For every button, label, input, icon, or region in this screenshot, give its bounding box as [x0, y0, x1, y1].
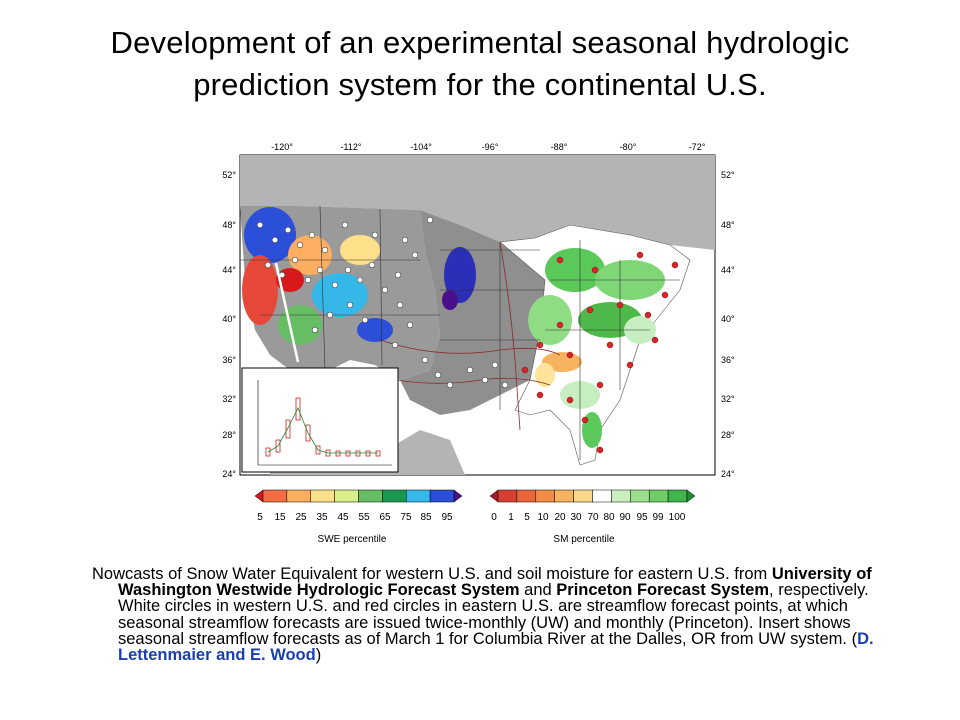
columbia-forecast-insert [241, 367, 399, 473]
lat-label: 44° [222, 265, 236, 275]
sm-tick: 95 [636, 512, 648, 523]
lon-label: -120° [271, 142, 293, 152]
color-bar-end-cap [254, 489, 264, 503]
sm-tick: 90 [619, 512, 631, 523]
swe-tick-labels: 5 15 25 35 45 55 65 75 85 95 [257, 512, 453, 523]
color-bar-segment [358, 489, 383, 503]
caption-part2: , respectively. White circles in western… [118, 581, 869, 648]
lat-label: 28° [222, 430, 236, 440]
color-bar-end-cap [686, 489, 696, 503]
color-bar-segment [497, 489, 518, 503]
state-boundaries [240, 205, 680, 460]
lat-label: 44° [721, 265, 735, 275]
sm-tick: 0 [491, 512, 497, 523]
color-bar-segment [667, 489, 688, 503]
slide-title: Development of an experimental seasonal … [0, 22, 960, 106]
lat-label: 40° [721, 314, 735, 324]
color-bar-segment [429, 489, 455, 503]
swe-tick: 25 [295, 512, 307, 523]
color-bar-segment [382, 489, 407, 503]
canada-land [240, 155, 715, 250]
swe-tick: 5 [257, 512, 263, 523]
sm-tick: 80 [603, 512, 615, 523]
lat-label: 40° [222, 314, 236, 324]
swe-legend-title: SWE percentile [318, 534, 387, 545]
lat-label: 36° [721, 355, 735, 365]
lon-label: -96° [482, 142, 499, 152]
lat-label: 52° [222, 170, 236, 180]
color-bar-segment [334, 489, 359, 503]
sm-tick: 99 [652, 512, 664, 523]
color-bar-segment [535, 489, 555, 503]
color-bar-segment [406, 489, 431, 503]
caption-credit: D. Lettenmaier and E. Wood [118, 629, 874, 665]
color-bar-segment [516, 489, 537, 503]
color-bar-segment [592, 489, 612, 503]
latitude-labels-right: 52° 48° 44° 40° 36° 32° 28° 24° [721, 170, 735, 479]
swe-color-bar [254, 489, 463, 503]
hydrologic-map-figure: -120° -112° -104° -96° -88° -80° -72° 52… [200, 130, 760, 560]
sm-legend-title: SM percentile [553, 534, 615, 545]
lat-label: 32° [721, 394, 735, 404]
lat-label: 52° [721, 170, 735, 180]
lon-label: -88° [551, 142, 568, 152]
longitude-labels: -120° -112° -104° -96° -88° -80° -72° [271, 142, 706, 152]
swe-tick: 35 [316, 512, 328, 523]
insert-pointer [274, 262, 300, 363]
caption-princeton-system: Princeton Forecast System [556, 581, 770, 600]
caption-and: and [519, 581, 557, 600]
sm-color-bar [489, 489, 696, 503]
lat-label: 24° [721, 469, 735, 479]
central-us-land [400, 210, 545, 415]
swe-tick: 65 [379, 512, 391, 523]
swe-tick: 75 [400, 512, 412, 523]
caption-part1: Nowcasts of Snow Water Equivalent for we… [92, 565, 772, 583]
lat-label: 32° [222, 394, 236, 404]
lon-label: -80° [620, 142, 637, 152]
lon-label: -72° [689, 142, 706, 152]
title-line-1: Development of an experimental seasonal … [110, 25, 850, 60]
sm-tick: 70 [587, 512, 599, 523]
caption-close: ) [315, 646, 322, 665]
swe-tick: 55 [358, 512, 370, 523]
lat-label: 24° [222, 469, 236, 479]
sm-tick: 30 [570, 512, 582, 523]
lat-label: 28° [721, 430, 735, 440]
color-bar-segment [286, 489, 311, 503]
title-line-2: prediction system for the continental U.… [193, 67, 767, 102]
caption-paragraph: Nowcasts of Snow Water Equivalent for we… [92, 565, 892, 665]
princeton-forecast-points [521, 251, 679, 454]
latitude-labels-left: 52° 48° 44° 40° 36° 32° 28° 24° [222, 170, 236, 479]
uw-forecast-points [256, 216, 509, 389]
swe-tick: 85 [420, 512, 432, 523]
swe-tick: 45 [337, 512, 349, 523]
color-bar-segment [573, 489, 593, 503]
color-bar-segment [648, 489, 669, 503]
color-bar-segment [262, 489, 288, 503]
sm-tick: 100 [669, 512, 686, 523]
color-bar-segment [310, 489, 335, 503]
color-bar-segment [630, 489, 650, 503]
lat-label: 48° [222, 220, 236, 230]
color-bar-end-cap [453, 489, 463, 503]
figure-caption: Nowcasts of Snow Water Equivalent for we… [92, 565, 892, 665]
swe-tick: 95 [441, 512, 453, 523]
swe-tick: 15 [274, 512, 286, 523]
lon-label: -104° [410, 142, 432, 152]
lat-label: 36° [222, 355, 236, 365]
sm-tick: 10 [537, 512, 549, 523]
lat-label: 48° [721, 220, 735, 230]
color-bar-segment [611, 489, 631, 503]
color-bar-segment [554, 489, 574, 503]
sm-tick: 1 [508, 512, 514, 523]
map-svg: -120° -112° -104° -96° -88° -80° -72° 52… [222, 142, 735, 545]
sm-tick-labels: 0 1 5 10 20 30 70 80 90 95 99 100 [491, 512, 686, 523]
color-bar-end-cap [489, 489, 499, 503]
sm-tick: 20 [554, 512, 566, 523]
sm-tick: 5 [524, 512, 530, 523]
lon-label: -112° [341, 142, 362, 152]
caption-uw-system: University of Washington Westwide Hydrol… [118, 565, 872, 600]
